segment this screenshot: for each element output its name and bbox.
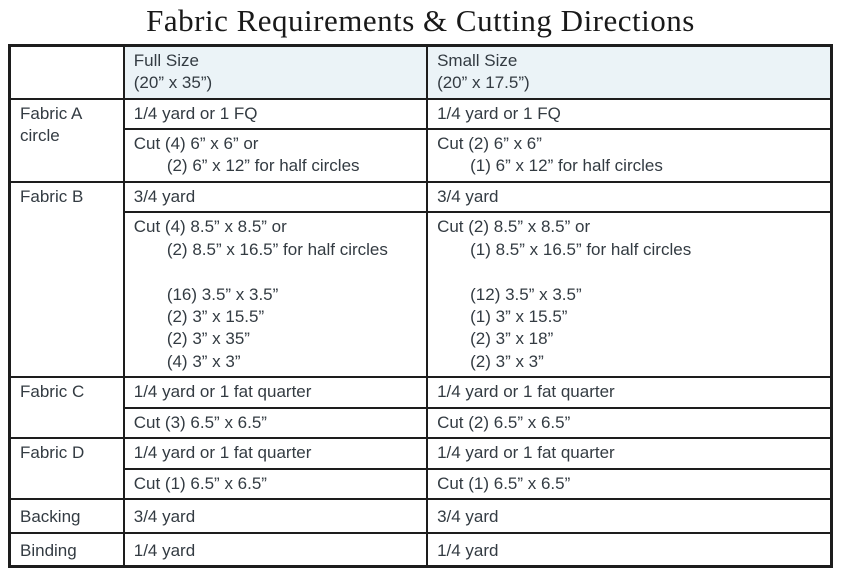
table-row-fabric-d-yardage: Fabric D 1/4 yard or 1 fat quarter 1/4 y… bbox=[8, 437, 833, 501]
table-row-fabric-b-yardage: Fabric B 3/4 yard 3/4 yard bbox=[8, 180, 833, 379]
fabric-requirements-table: Full Size (20” x 35”) Small Size (20” x … bbox=[8, 43, 833, 568]
cutting-cell-full-c: Cut (3) 6.5” x 6.5” bbox=[122, 406, 429, 440]
yardage-cell-full-c: 1/4 yard or 1 fat quarter bbox=[122, 376, 429, 409]
corner-header-cell bbox=[8, 44, 125, 100]
table-row-fabric-c-cutting: Cut (3) 6.5” x 6.5” Cut (2) 6.5” x 6.5” bbox=[10, 406, 833, 440]
yardage-cell-full-binding: 1/4 yard bbox=[122, 531, 429, 568]
fabric-label-binding: Binding bbox=[8, 531, 125, 568]
cutting-cell-small-b: Cut (2) 8.5” x 8.5” or (1) 8.5” x 16.5” … bbox=[426, 211, 833, 379]
cutting-cell-small-d: Cut (1) 6.5” x 6.5” bbox=[426, 467, 833, 501]
cutting-cell-full-d: Cut (1) 6.5” x 6.5” bbox=[122, 467, 429, 501]
table-row-fabric-a-yardage: Fabric A circle 1/4 yard or 1 FQ 1/4 yar… bbox=[8, 97, 833, 183]
yardage-cell-small-binding: 1/4 yard bbox=[426, 531, 833, 568]
page-title: Fabric Requirements & Cutting Directions bbox=[146, 3, 695, 38]
cutting-cell-small-c: Cut (2) 6.5” x 6.5” bbox=[426, 406, 833, 440]
table-row-fabric-d-cutting: Cut (1) 6.5” x 6.5” Cut (1) 6.5” x 6.5” bbox=[10, 467, 833, 501]
yardage-cell-small-a: 1/4 yard or 1 FQ bbox=[426, 97, 833, 130]
col-header-small-size: Small Size (20” x 17.5”) bbox=[426, 44, 833, 100]
col-header-full-size: Full Size (20” x 35”) bbox=[122, 44, 429, 100]
yardage-cell-full-b: 3/4 yard bbox=[122, 180, 429, 214]
cutting-cell-full-b: Cut (4) 8.5” x 8.5” or (2) 8.5” x 16.5” … bbox=[122, 211, 429, 379]
fabric-label-c: Fabric C bbox=[8, 376, 125, 440]
yardage-cell-small-backing: 3/4 yard bbox=[426, 498, 833, 534]
table-row-fabric-b-cutting: Cut (4) 8.5” x 8.5” or (2) 8.5” x 16.5” … bbox=[10, 211, 833, 379]
fabric-label-b: Fabric B bbox=[8, 180, 125, 379]
table-row-fabric-c-yardage: Fabric C 1/4 yard or 1 fat quarter 1/4 y… bbox=[8, 376, 833, 440]
table-row-fabric-a-cutting: Cut (4) 6” x 6” or (2) 6” x 12” for half… bbox=[10, 127, 833, 183]
cutting-cell-full-a: Cut (4) 6” x 6” or (2) 6” x 12” for half… bbox=[122, 127, 429, 183]
table-row-backing: Backing 3/4 yard 3/4 yard bbox=[8, 498, 833, 534]
yardage-cell-full-a: 1/4 yard or 1 FQ bbox=[122, 97, 429, 130]
yardage-cell-small-b: 3/4 yard bbox=[426, 180, 833, 214]
fabric-label-d: Fabric D bbox=[8, 437, 125, 501]
yardage-cell-small-c: 1/4 yard or 1 fat quarter bbox=[426, 376, 833, 409]
cutting-cell-small-a: Cut (2) 6” x 6” (1) 6” x 12” for half ci… bbox=[426, 127, 833, 183]
yardage-cell-full-d: 1/4 yard or 1 fat quarter bbox=[122, 437, 429, 470]
header-row: Full Size (20” x 35”) Small Size (20” x … bbox=[8, 44, 833, 100]
fabric-label-a: Fabric A circle bbox=[8, 97, 125, 183]
fabric-label-backing: Backing bbox=[8, 498, 125, 534]
yardage-cell-small-d: 1/4 yard or 1 fat quarter bbox=[426, 437, 833, 470]
table-row-binding: Binding 1/4 yard 1/4 yard bbox=[8, 531, 833, 568]
yardage-cell-full-backing: 3/4 yard bbox=[122, 498, 429, 534]
